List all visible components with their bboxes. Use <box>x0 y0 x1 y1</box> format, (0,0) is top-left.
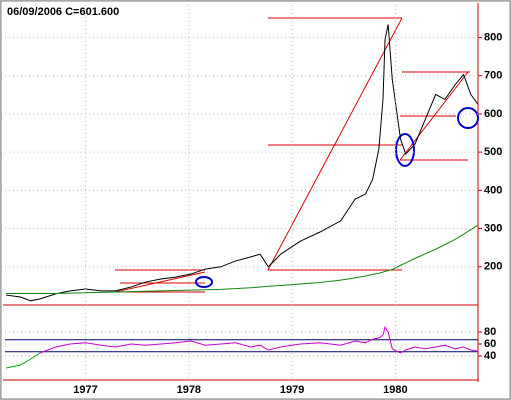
trend-line <box>114 271 206 293</box>
price-line <box>5 352 41 369</box>
x-tick-label: 1979 <box>280 384 304 396</box>
price-line <box>5 24 479 302</box>
chart-title: 06/09/2006 C=601.600 <box>7 6 119 18</box>
y-tick-label: 700 <box>484 70 502 82</box>
highlight-ellipse <box>457 107 479 129</box>
y-tick-label: 400 <box>484 184 502 196</box>
y-tick-label: 80 <box>484 326 496 338</box>
x-tick-label: 1977 <box>73 384 97 396</box>
highlights <box>195 107 479 288</box>
y-tick-label: 200 <box>484 261 502 273</box>
highlight-ellipse <box>395 133 415 167</box>
trend-line <box>267 17 403 271</box>
y-tick-label: 300 <box>484 222 502 234</box>
y-tick-label: 40 <box>484 350 496 362</box>
y-tick-label: 600 <box>484 108 502 120</box>
y-tick-label: 60 <box>484 338 496 350</box>
price-line <box>39 325 479 354</box>
y-tick-label: 500 <box>484 146 502 158</box>
trend-line <box>399 71 469 161</box>
x-tick-label: 1978 <box>177 384 201 396</box>
highlight-ellipse <box>195 276 213 288</box>
price-line <box>6 224 479 295</box>
x-tick-label: 1980 <box>383 384 407 396</box>
y-tick-label: 800 <box>484 31 502 43</box>
